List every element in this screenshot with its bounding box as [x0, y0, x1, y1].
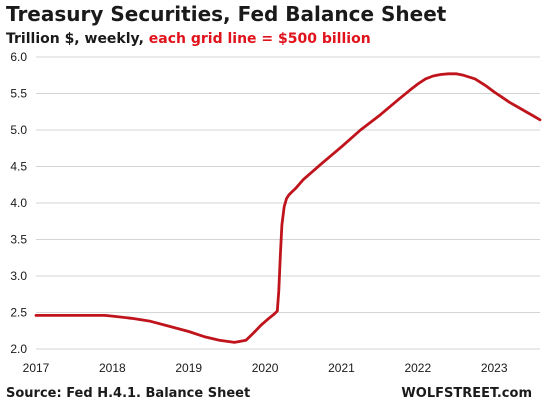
y-tick-label: 2.0 — [10, 342, 27, 356]
source-note: Source: Fed H.4.1. Balance Sheet — [6, 386, 251, 401]
chart-subtitle: Trillion $, weekly, each grid line = $50… — [6, 31, 371, 47]
x-tick-label: 2022 — [404, 361, 431, 375]
x-tick-label: 2020 — [252, 361, 279, 375]
y-tick-label: 2.5 — [10, 306, 27, 320]
x-tick-label: 2018 — [99, 361, 126, 375]
y-tick-label: 3.0 — [10, 269, 27, 283]
subtitle-grid-note: each grid line = $500 billion — [148, 31, 371, 47]
y-tick-label: 6.0 — [10, 50, 27, 64]
chart-title: Treasury Securities, Fed Balance Sheet — [6, 2, 447, 26]
x-axis-ticks: 2017 2018 2019 2020 2021 2022 2023 — [23, 361, 508, 375]
x-tick-label: 2023 — [481, 361, 508, 375]
y-tick-label: 3.5 — [10, 233, 27, 247]
y-tick-label: 5.5 — [10, 87, 27, 101]
x-tick-label: 2017 — [23, 361, 50, 375]
y-tick-label: 4.0 — [10, 196, 27, 210]
grid-lines — [36, 56, 540, 350]
y-tick-label: 4.5 — [10, 160, 27, 174]
x-tick-label: 2021 — [328, 361, 355, 375]
brand-label: WOLFSTREET.com — [401, 386, 532, 401]
x-tick-label: 2019 — [175, 361, 202, 375]
y-tick-label: 5.0 — [10, 123, 27, 137]
subtitle-units: Trillion $, weekly, — [6, 31, 149, 47]
y-axis-ticks: 2.0 2.5 3.0 3.5 4.0 4.5 5.0 5.5 6.0 — [10, 50, 27, 356]
treasury-securities-line — [34, 72, 542, 344]
